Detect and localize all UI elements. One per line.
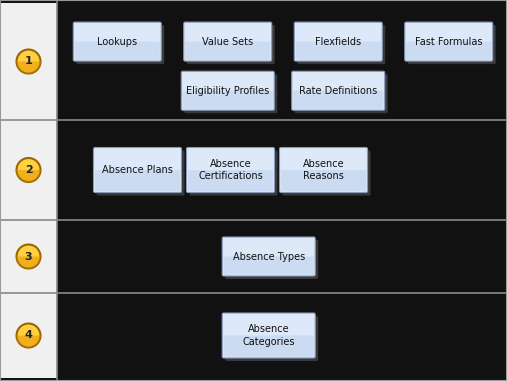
Bar bbox=[57, 220, 507, 293]
FancyBboxPatch shape bbox=[294, 22, 382, 61]
FancyBboxPatch shape bbox=[279, 147, 368, 192]
FancyBboxPatch shape bbox=[188, 170, 273, 191]
FancyBboxPatch shape bbox=[76, 25, 164, 64]
FancyBboxPatch shape bbox=[184, 74, 277, 113]
Bar bbox=[57, 3, 507, 120]
Bar bbox=[0, 120, 57, 220]
FancyBboxPatch shape bbox=[281, 170, 366, 191]
Text: Absence
Reasons: Absence Reasons bbox=[303, 159, 344, 181]
FancyBboxPatch shape bbox=[224, 256, 314, 274]
FancyBboxPatch shape bbox=[293, 91, 383, 109]
FancyBboxPatch shape bbox=[187, 147, 274, 192]
Text: Eligibility Profiles: Eligibility Profiles bbox=[186, 86, 269, 96]
FancyBboxPatch shape bbox=[224, 336, 314, 357]
Wedge shape bbox=[17, 256, 41, 269]
FancyBboxPatch shape bbox=[297, 25, 385, 64]
FancyBboxPatch shape bbox=[181, 71, 274, 110]
Text: Absence Plans: Absence Plans bbox=[102, 165, 173, 175]
Text: Fast Formulas: Fast Formulas bbox=[415, 37, 483, 46]
Circle shape bbox=[17, 245, 41, 269]
FancyBboxPatch shape bbox=[187, 25, 275, 64]
FancyBboxPatch shape bbox=[225, 240, 318, 279]
Text: Flexfields: Flexfields bbox=[315, 37, 361, 46]
Text: Absence Types: Absence Types bbox=[233, 251, 305, 261]
FancyBboxPatch shape bbox=[408, 25, 496, 64]
Wedge shape bbox=[17, 336, 41, 347]
FancyBboxPatch shape bbox=[73, 22, 161, 61]
FancyBboxPatch shape bbox=[222, 313, 315, 358]
FancyBboxPatch shape bbox=[185, 42, 270, 59]
FancyBboxPatch shape bbox=[406, 42, 491, 59]
FancyBboxPatch shape bbox=[282, 150, 371, 195]
Bar bbox=[57, 120, 507, 220]
FancyBboxPatch shape bbox=[183, 91, 273, 109]
Text: Absence
Certifications: Absence Certifications bbox=[198, 159, 263, 181]
Text: Rate Definitions: Rate Definitions bbox=[299, 86, 377, 96]
FancyBboxPatch shape bbox=[93, 147, 182, 192]
Bar bbox=[0, 220, 57, 293]
Bar bbox=[57, 293, 507, 378]
FancyBboxPatch shape bbox=[190, 150, 277, 195]
FancyBboxPatch shape bbox=[295, 74, 388, 113]
Text: 2: 2 bbox=[25, 165, 32, 175]
Text: Lookups: Lookups bbox=[97, 37, 137, 46]
Text: Value Sets: Value Sets bbox=[202, 37, 254, 46]
FancyBboxPatch shape bbox=[96, 150, 185, 195]
Text: Absence
Categories: Absence Categories bbox=[242, 324, 295, 347]
Text: 1: 1 bbox=[25, 56, 32, 67]
Text: 4: 4 bbox=[24, 330, 32, 341]
Wedge shape bbox=[17, 61, 41, 74]
Circle shape bbox=[17, 323, 41, 347]
Bar bbox=[0, 293, 57, 378]
FancyBboxPatch shape bbox=[184, 22, 272, 61]
Bar bbox=[0, 3, 57, 120]
Text: 3: 3 bbox=[25, 251, 32, 261]
FancyBboxPatch shape bbox=[405, 22, 493, 61]
Circle shape bbox=[17, 50, 41, 74]
FancyBboxPatch shape bbox=[95, 170, 180, 191]
FancyBboxPatch shape bbox=[75, 42, 160, 59]
FancyBboxPatch shape bbox=[222, 237, 315, 276]
FancyBboxPatch shape bbox=[225, 316, 318, 361]
Wedge shape bbox=[17, 170, 41, 182]
FancyBboxPatch shape bbox=[296, 42, 381, 59]
Circle shape bbox=[17, 158, 41, 182]
FancyBboxPatch shape bbox=[292, 71, 385, 110]
